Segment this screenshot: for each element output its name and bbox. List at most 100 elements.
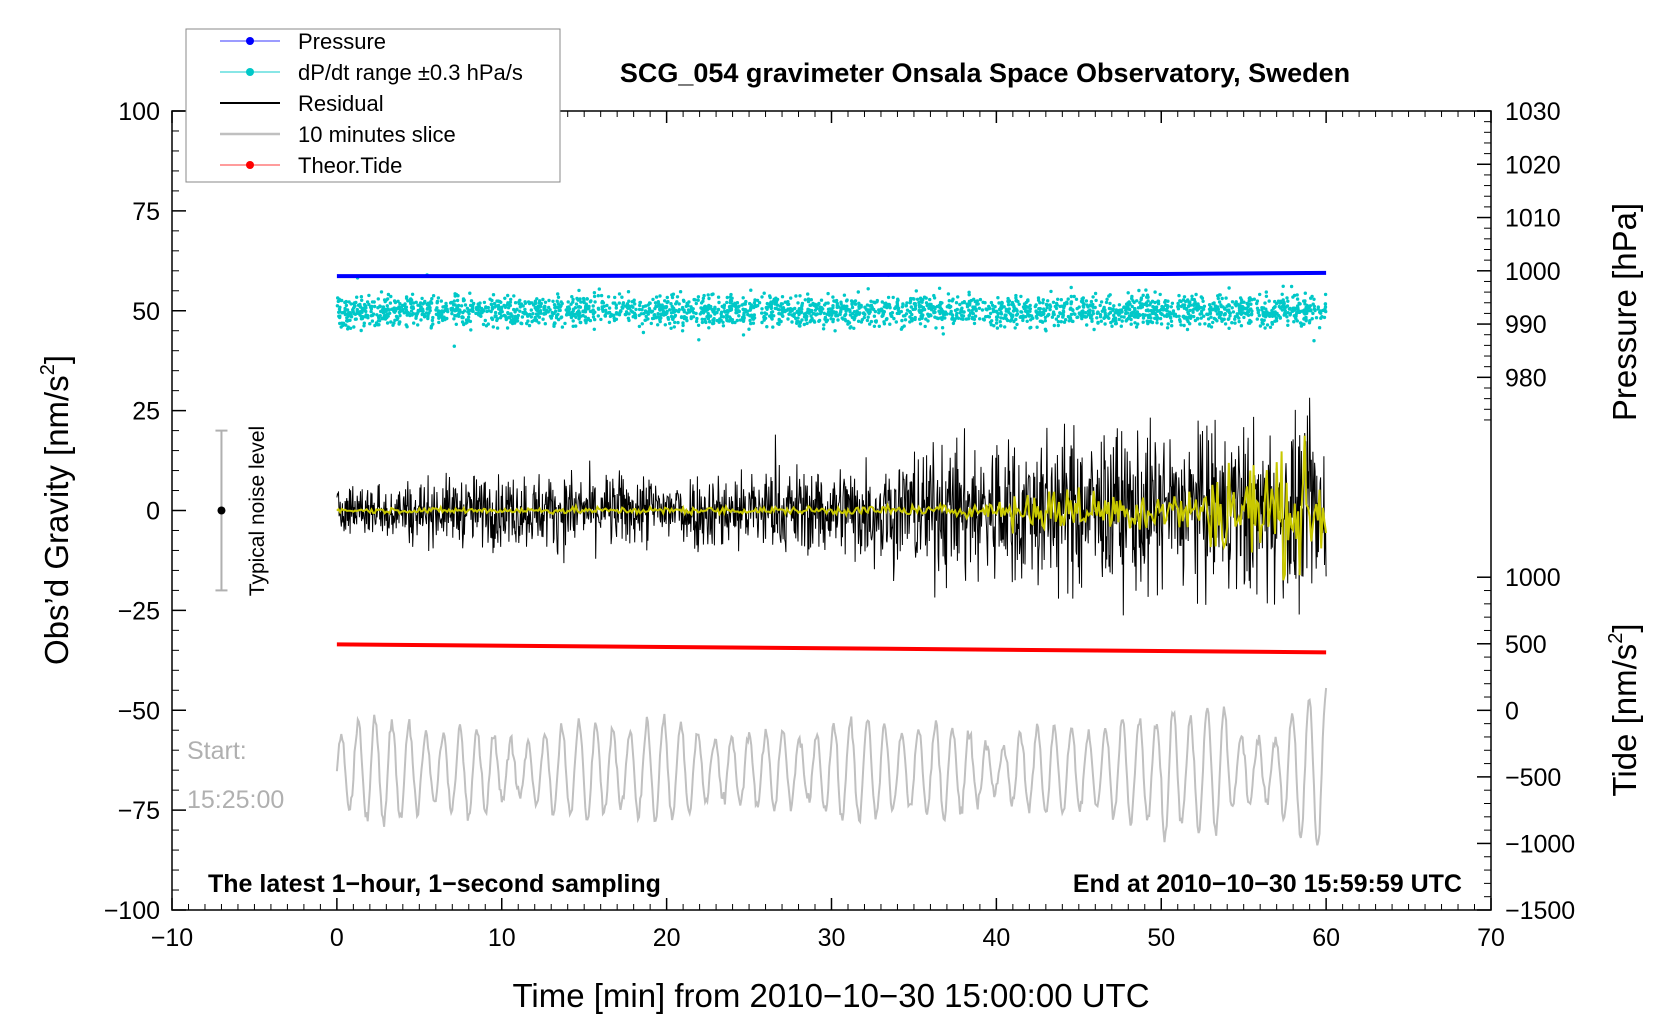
dpdt-point [842, 293, 847, 297]
dpdt-point [1134, 325, 1139, 329]
dpdt-point [1146, 299, 1150, 303]
dpdt-point [938, 302, 943, 307]
dpdt-point [1155, 317, 1159, 322]
dpdt-point [344, 303, 349, 308]
dpdt-point [599, 317, 603, 322]
dpdt-point [543, 300, 548, 304]
dpdt-point [1200, 309, 1204, 313]
dpdt-point [1005, 318, 1010, 323]
dpdt-point [1294, 311, 1299, 316]
dpdt-point [950, 316, 955, 320]
dpdt-point [1077, 305, 1081, 309]
dpdt-point [341, 321, 346, 325]
dpdt-point [1182, 323, 1186, 328]
dpdt-point [1141, 293, 1145, 297]
y-left-axis-ticks: −100 −75 −50 −25 0 25 50 75 100 [104, 98, 186, 925]
dpdt-point [564, 313, 569, 317]
dpdt-point [708, 305, 713, 310]
dpdt-point [787, 312, 791, 316]
dpdt-point [673, 320, 677, 325]
dpdt-point [756, 303, 760, 308]
dpdt-point [956, 295, 960, 299]
dpdt-point [1048, 304, 1053, 309]
dpdt-point [1286, 311, 1290, 315]
dpdt-point [490, 317, 495, 322]
dpdt-point [970, 315, 975, 320]
dpdt-point [429, 301, 434, 305]
dpdt-point [1071, 319, 1075, 324]
dpdt-point [468, 291, 472, 295]
dpdt-point [1203, 322, 1207, 326]
dpdt-point [1273, 310, 1277, 314]
dpdt-point [1255, 301, 1259, 306]
dpdt-point [865, 318, 870, 323]
dpdt-point [1091, 295, 1095, 299]
dpdt-point [786, 307, 790, 311]
dpdt-point [583, 310, 588, 314]
dpdt-point [808, 320, 812, 324]
dpdt-point [548, 308, 552, 312]
dpdt-point [1114, 308, 1119, 312]
dpdt-point [569, 302, 573, 306]
dpdt-point [625, 302, 630, 306]
dpdt-point [352, 301, 357, 305]
dpdt-point [1217, 315, 1222, 320]
dpdt-point [495, 326, 500, 330]
dpdt-point [1080, 309, 1084, 314]
dpdt-point [706, 317, 711, 321]
dpdt-point [777, 322, 781, 326]
dpdt-point [908, 310, 913, 315]
dpdt-point [768, 301, 772, 306]
dpdt-point [1105, 314, 1109, 319]
dpdt-point [844, 309, 848, 313]
dpdt-point [716, 308, 720, 312]
dpdt-point [753, 298, 757, 302]
legend-label-pressure: Pressure [298, 29, 386, 54]
series-dpdt-points [335, 273, 1328, 348]
x-tick-label: 50 [1147, 924, 1175, 952]
dpdt-point [1069, 285, 1073, 290]
dpdt-point [416, 309, 421, 313]
dpdt-point [1219, 310, 1224, 315]
dpdt-point [652, 313, 657, 317]
dpdt-point [1069, 294, 1074, 299]
dpdt-point [1058, 311, 1062, 315]
dpdt-point [1001, 316, 1006, 320]
dpdt-point [1063, 301, 1067, 306]
dpdt-point [1170, 324, 1174, 328]
dpdt-point [644, 310, 649, 314]
dpdt-point [712, 319, 716, 323]
dpdt-point [940, 317, 944, 322]
dpdt-point [1170, 301, 1175, 305]
dpdt-point [1021, 314, 1025, 318]
dpdt-point [385, 304, 389, 308]
dpdt-point [670, 293, 674, 297]
dpdt-point [687, 310, 692, 314]
dpdt-point [1280, 292, 1284, 296]
dpdt-point [928, 297, 932, 302]
dpdt-point [982, 318, 986, 322]
dpdt-point [393, 300, 398, 305]
dpdt-point [1245, 301, 1249, 306]
dpdt-point [1214, 309, 1218, 313]
dpdt-point [913, 302, 917, 306]
dpdt-point [1258, 292, 1262, 297]
dpdt-point [654, 295, 659, 299]
dpdt-point [707, 296, 711, 301]
dpdt-point [559, 300, 563, 304]
series-10-minutes-slice [335, 687, 1328, 846]
dpdt-point [352, 306, 356, 310]
dpdt-point [1169, 305, 1174, 309]
dpdt-point [1145, 319, 1149, 323]
dpdt-point [351, 309, 355, 313]
dpdt-point [1166, 322, 1170, 326]
dpdt-point [466, 315, 471, 319]
dpdt-point [937, 286, 942, 290]
dpdt-point [1096, 310, 1100, 314]
dpdt-point [1085, 323, 1089, 327]
dpdt-point [656, 300, 660, 304]
dpdt-point [1128, 302, 1132, 306]
dpdt-point [653, 306, 657, 311]
dpdt-point [1323, 302, 1328, 306]
dpdt-point [452, 344, 456, 348]
